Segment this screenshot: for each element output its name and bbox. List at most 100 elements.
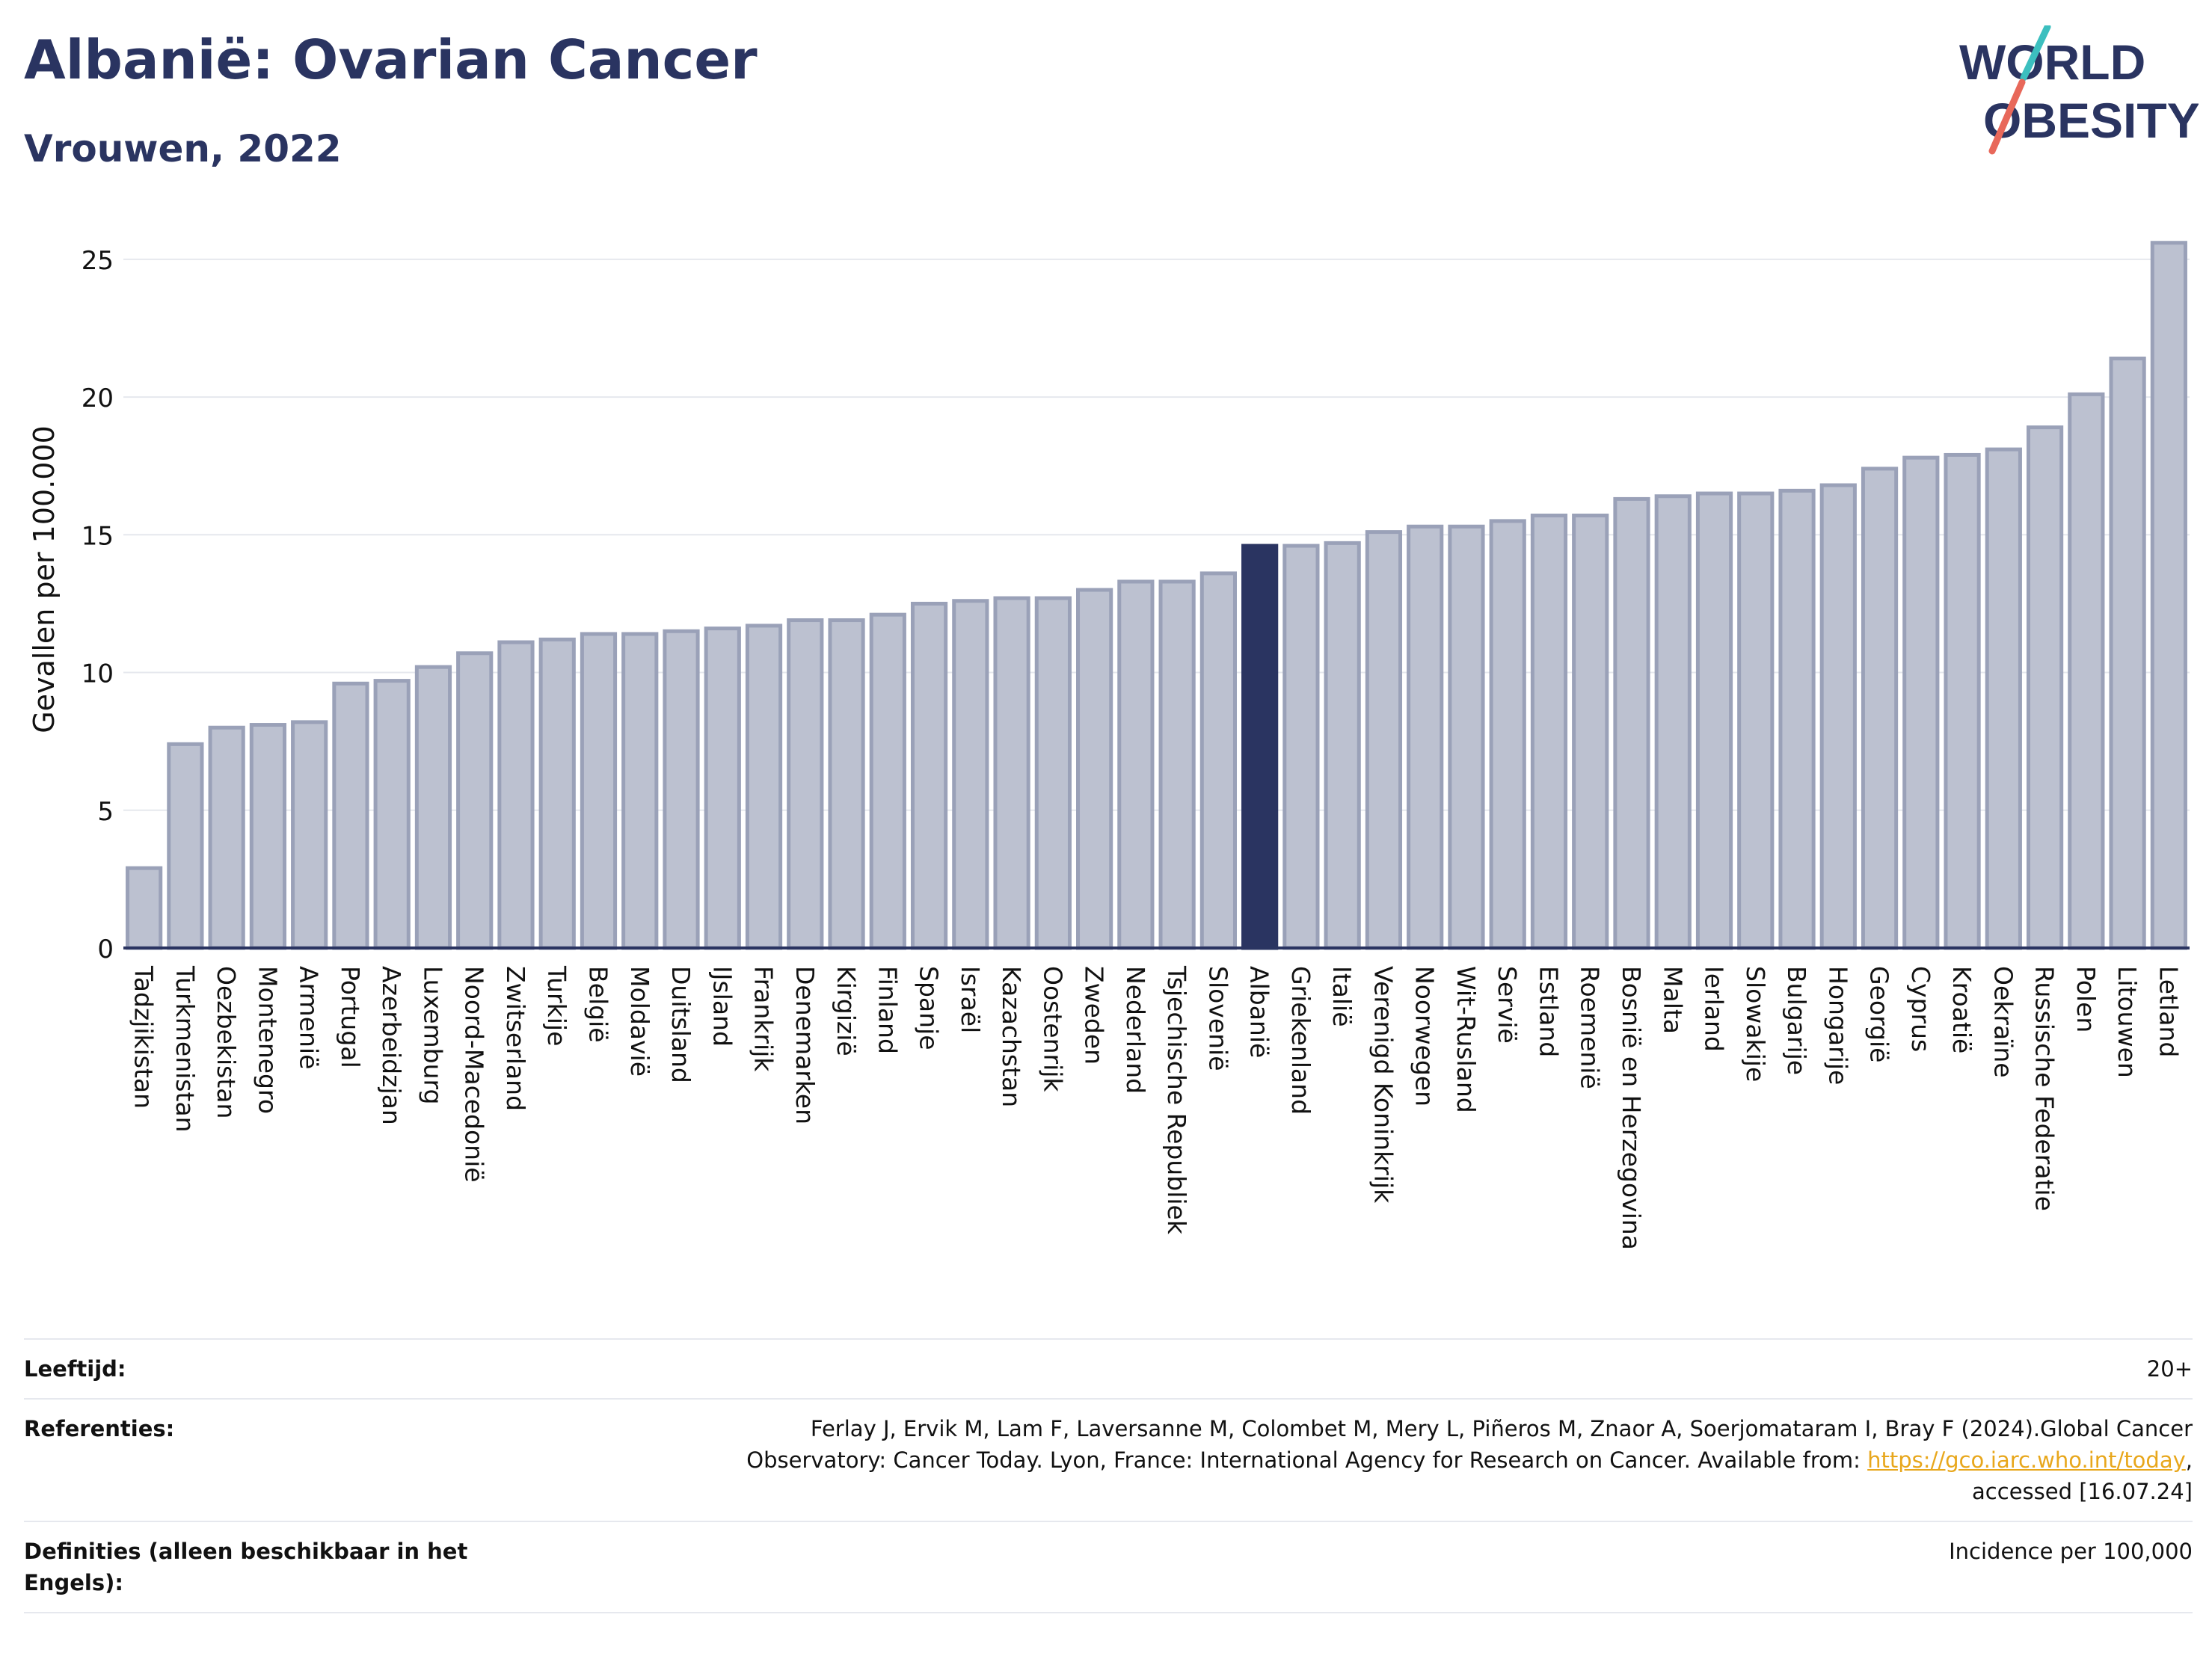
bar <box>167 742 204 950</box>
bar <box>1613 496 1650 950</box>
bar <box>1448 524 1485 950</box>
y-tick-label: 0 <box>97 935 114 964</box>
bar <box>373 679 411 950</box>
x-tick-label: Luxemburg <box>418 966 447 1104</box>
definitions-label: Definities (alleen beschikbaar in het En… <box>24 1539 468 1595</box>
bar <box>1158 579 1196 950</box>
age-value: 20+ <box>2146 1356 2193 1382</box>
x-tick-label: Malta <box>1658 966 1687 1034</box>
bar-chart: 0 5 10 15 20 25 Tadzjikistan Turkmenistan Oezbe… <box>28 241 2190 1250</box>
bar <box>497 640 535 950</box>
bar <box>828 618 865 950</box>
bar <box>704 627 741 950</box>
world-obesity-logo: WORLD OBESITY <box>1959 25 2199 155</box>
references-link[interactable]: https://gco.iarc.who.int/today <box>1867 1447 2186 1473</box>
x-tick-label: Portugal <box>336 966 365 1068</box>
x-tick-label: Griekenland <box>1286 966 1315 1115</box>
x-tick-label: Bulgarije <box>1782 966 1811 1075</box>
x-tick-label: Estland <box>1534 966 1563 1057</box>
x-tick-label: Italië <box>1327 966 1357 1027</box>
bar <box>1695 491 1733 950</box>
footer-row-age: Leeftijd: 20+ <box>24 1338 2193 1398</box>
bar <box>456 651 494 950</box>
x-tick-label: Tadzjikistan <box>129 965 159 1109</box>
x-tick-label: Letland <box>2154 966 2183 1057</box>
bar <box>2068 392 2105 950</box>
x-tick-label: Duitsland <box>666 966 695 1083</box>
bar <box>1407 524 1444 950</box>
bar <box>1654 494 1692 950</box>
x-tick-label: Tsjechische Republiek <box>1162 965 1191 1235</box>
y-axis-ticks: 0 5 10 15 20 25 <box>82 246 114 964</box>
bar <box>1902 455 1940 950</box>
bar <box>1324 541 1361 950</box>
x-tick-label: Denemarken <box>790 966 820 1124</box>
y-tick-label: 10 <box>82 659 114 689</box>
x-tick-label: Ierland <box>1700 966 1729 1052</box>
bar <box>208 725 245 950</box>
bar <box>1076 588 1113 950</box>
bar <box>2150 241 2187 950</box>
x-tick-label: Slowakije <box>1741 966 1770 1082</box>
x-tick-label: Slovenië <box>1203 966 1232 1071</box>
x-tick-label: Wit-Rusland <box>1451 966 1481 1113</box>
bar <box>745 624 783 950</box>
bar <box>621 632 659 950</box>
bar <box>787 618 824 950</box>
x-tick-label: Frankrijk <box>749 966 778 1072</box>
references-label: Referenties: <box>24 1416 175 1441</box>
bar <box>1944 452 1981 950</box>
bar <box>1985 447 2022 950</box>
bar <box>1282 544 1320 950</box>
x-tick-label: Litouwen <box>2113 966 2142 1078</box>
footer-table: Leeftijd: 20+ Referenties: Ferlay J, Erv… <box>24 1338 2193 1613</box>
bar <box>1861 467 1899 950</box>
bar <box>126 866 163 950</box>
bar <box>1034 596 1072 950</box>
bar <box>1737 491 1775 950</box>
x-tick-label: Oostenrijk <box>1038 966 1067 1092</box>
x-tick-label: Montenegro <box>253 966 282 1114</box>
x-tick-label: Polen <box>2071 966 2101 1032</box>
x-tick-label: Hongarije <box>1823 966 1852 1085</box>
x-tick-label: Moldavië <box>625 966 654 1077</box>
x-tick-label: Turkmenistan <box>170 965 200 1133</box>
bar <box>869 612 906 950</box>
bar <box>1199 571 1237 950</box>
y-tick-label: 5 <box>97 797 114 827</box>
y-tick-label: 15 <box>82 521 114 551</box>
x-tick-label: Oezbekistan <box>212 966 241 1118</box>
x-tick-label: Armenië <box>295 966 324 1069</box>
bars <box>126 241 2187 950</box>
bar <box>249 723 287 950</box>
x-tick-label: Spanje <box>915 966 944 1050</box>
x-tick-label: Roemenië <box>1576 966 1605 1089</box>
footer-row-definitions: Definities (alleen beschikbaar in het En… <box>24 1521 2193 1613</box>
x-tick-label: Oekraïne <box>1988 966 2018 1078</box>
bar <box>414 665 452 950</box>
bar <box>1117 579 1155 950</box>
references-line-2-text: Observatory: Cancer Today. Lyon, France:… <box>746 1447 1868 1473</box>
x-tick-label: Israël <box>956 966 985 1033</box>
definitions-value: Incidence per 100,000 <box>1949 1539 2193 1564</box>
references-line-3: accessed [16.07.24] <box>1972 1479 2193 1504</box>
x-tick-label: België <box>583 966 612 1043</box>
x-tick-label: Zwitserland <box>501 966 530 1111</box>
x-tick-label: Verenigd Koninkrijk <box>1368 966 1398 1204</box>
bar <box>1819 483 1857 950</box>
y-tick-label: 20 <box>82 384 114 413</box>
bar <box>663 629 700 950</box>
footer-row-references: Referenties: Ferlay J, Ervik M, Lam F, L… <box>24 1398 2193 1521</box>
y-tick-label: 25 <box>82 246 114 276</box>
x-tick-label: Cyprus <box>1906 966 1935 1052</box>
bar <box>580 632 618 950</box>
bar <box>538 637 576 950</box>
references-value: Ferlay J, Ervik M, Lam F, Laversanne M, … <box>746 1413 2193 1507</box>
bar <box>1572 514 1609 950</box>
x-tick-label: Noorwegen <box>1410 966 1440 1106</box>
bar <box>1489 519 1526 950</box>
bar <box>952 599 989 950</box>
x-tick-label: Kazachstan <box>997 966 1026 1107</box>
bar <box>993 596 1030 950</box>
x-tick-label: Bosnië en Herzegovina <box>1617 966 1646 1250</box>
